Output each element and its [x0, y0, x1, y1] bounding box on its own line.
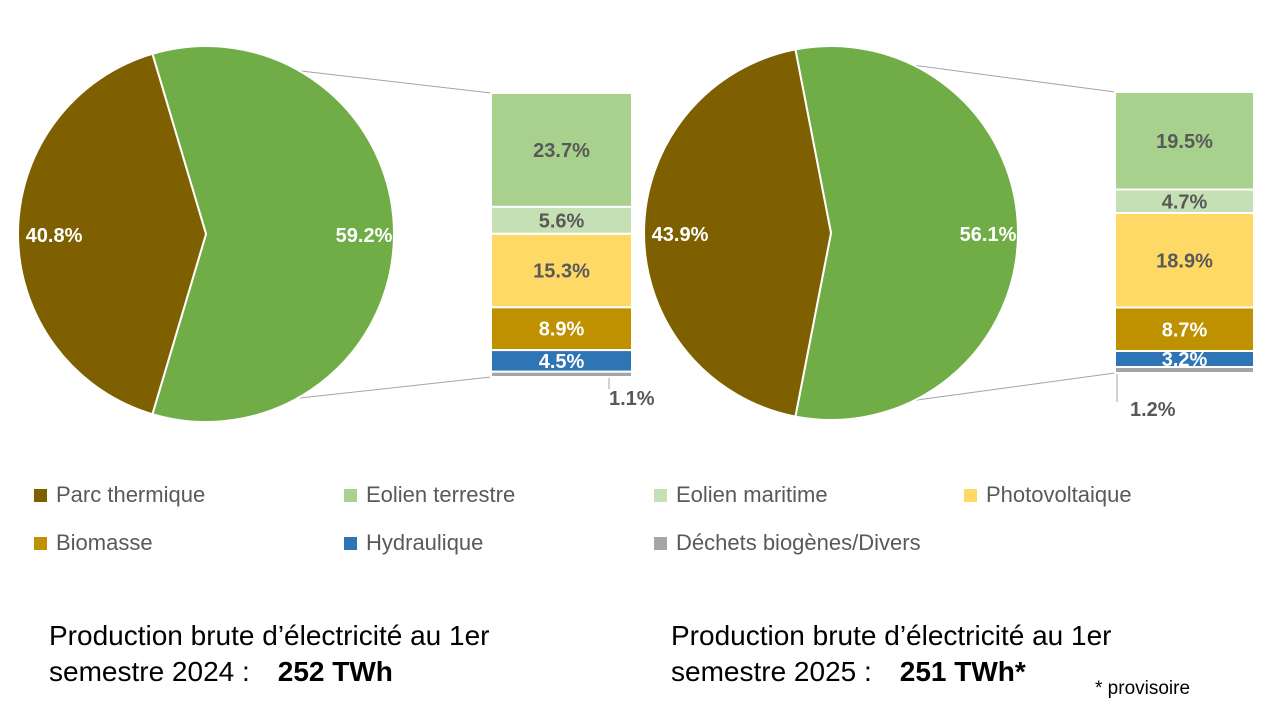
- footnote: * provisoire: [1095, 678, 1191, 699]
- pie-slice-parc-thermique: [643, 48, 833, 418]
- legend-item-eolien-maritime: Eolien maritime: [654, 482, 828, 508]
- caption-total: 252 TWh: [277, 656, 393, 687]
- bar-label: 5.6%: [539, 210, 585, 232]
- legend-item-parc-thermique: Parc thermique: [34, 482, 205, 508]
- legend-label: Hydraulique: [366, 530, 484, 555]
- bar-label: 23.7%: [533, 140, 590, 162]
- bar-segment: [1114, 212, 1255, 309]
- pie-label-parc-thermique: 40.8%: [26, 225, 83, 247]
- legend-label: Photovoltaique: [986, 482, 1132, 507]
- legend-swatch: [654, 536, 667, 550]
- bar-segment: [490, 92, 633, 208]
- bar-label: 1.1%: [609, 388, 655, 410]
- pie-label-renouvelables: 56.1%: [960, 224, 1017, 246]
- caption-line-2: semestre 2024 :: [49, 656, 250, 687]
- bar-segment: [1114, 366, 1255, 374]
- caption-line-1: Production brute d’électricité au 1er: [671, 620, 1112, 651]
- legend-swatch: [964, 488, 977, 502]
- legend-label: Eolien maritime: [676, 482, 828, 507]
- bar-label: 19.5%: [1156, 131, 1213, 153]
- bar-label: 3.2%: [1162, 349, 1208, 371]
- bar-segment: [1114, 306, 1255, 352]
- legend-swatch: [344, 488, 357, 502]
- pie-label-parc-thermique: 43.9%: [652, 224, 709, 246]
- legend-label: Biomasse: [56, 530, 153, 555]
- pie-label-renouvelables: 59.2%: [336, 225, 393, 247]
- legend-label: Eolien terrestre: [366, 482, 516, 507]
- caption-2024: Production brute d’électricité au 1er se…: [49, 618, 489, 690]
- legend-swatch: [344, 536, 357, 550]
- pie-slice-renouvelables: [794, 45, 1019, 421]
- legend-item-dechets: Déchets biogènes/Divers: [654, 530, 921, 556]
- caption-line-1: Production brute d’électricité au 1er: [49, 620, 490, 651]
- bar-segment: [1114, 91, 1255, 191]
- legend-label: Parc thermique: [56, 482, 206, 507]
- pie-slice-parc-thermique: [17, 52, 208, 416]
- legend-item-eolien-terrestre: Eolien terrestre: [344, 482, 515, 508]
- bar-label: 4.7%: [1162, 191, 1208, 213]
- pie-of-bar-charts: 40.8% 59.2% 23.7% 5.6% 15.3% 8.9% 4.5% 1.1% 43.9…: [17, 45, 1255, 423]
- bar-label: 4.5%: [539, 351, 585, 373]
- legend-swatch: [34, 488, 47, 502]
- pie-slice-renouvelables: [151, 45, 395, 423]
- bar-label: 8.7%: [1162, 319, 1208, 341]
- legend-swatch: [654, 488, 667, 502]
- caption-line-2: semestre 2025 :: [671, 656, 872, 687]
- bar-segment: [490, 370, 633, 379]
- bar-segment: [490, 205, 633, 235]
- bar-label: 18.9%: [1156, 250, 1213, 272]
- caption-2025: Production brute d’électricité au 1er se…: [671, 618, 1111, 690]
- bar-label: 8.9%: [539, 319, 585, 341]
- legend-item-hydraulique: Hydraulique: [344, 530, 483, 556]
- legend-item-biomasse: Biomasse: [34, 530, 153, 556]
- legend-label: Déchets biogènes/Divers: [676, 530, 921, 555]
- legend-swatch: [34, 536, 47, 550]
- bar-label: 1.2%: [1130, 399, 1176, 421]
- legend-item-photovoltaique: Photovoltaique: [964, 482, 1132, 508]
- bar-label: 15.3%: [533, 261, 590, 283]
- caption-total: 251 TWh*: [899, 656, 1026, 687]
